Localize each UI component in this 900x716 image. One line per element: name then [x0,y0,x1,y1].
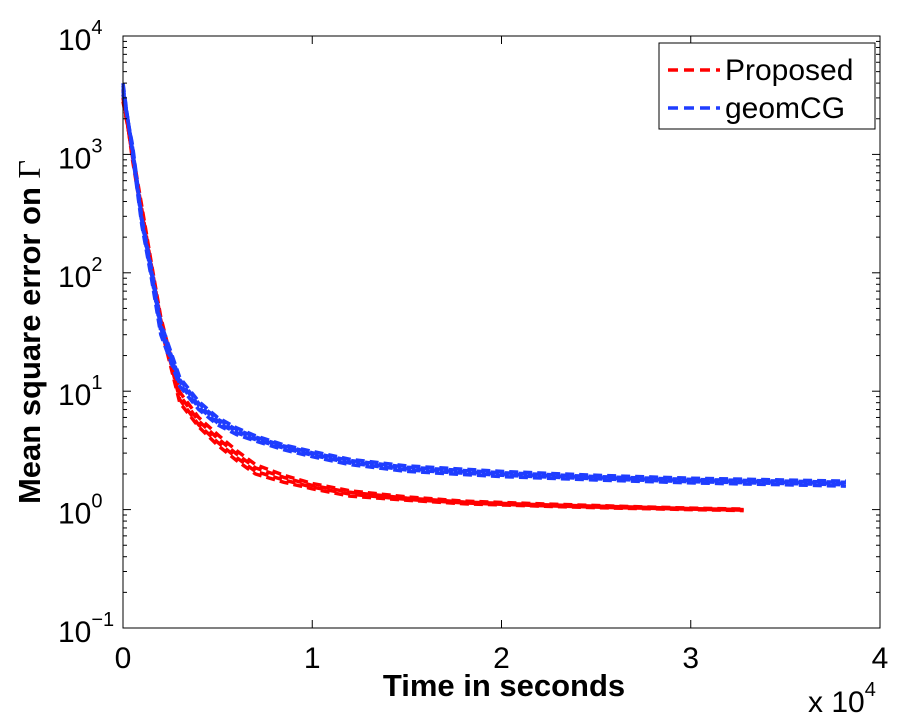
y-tick-exponent: 2 [91,254,102,276]
x-multiplier-base: x 10 [808,686,865,716]
y-tick-label: 103 [58,135,103,175]
y-tick-base: 10 [58,261,91,294]
x-tick-label: 4 [872,642,889,675]
legend: Proposed geomCG [658,42,876,130]
y-tick-base: 10 [58,498,91,531]
legend-label-geomcg: geomCG [725,92,845,125]
x-tick-label: 0 [115,642,132,675]
y-tick-label: 100 [58,491,103,531]
x-tick-label: 1 [304,642,321,675]
y-tick-label: 10−1 [58,609,114,649]
y-tick-base: 10 [58,24,91,57]
y-tick-exponent: 3 [91,135,102,157]
y-tick-base: 10 [58,379,91,412]
x-multiplier-exponent: 4 [865,679,876,701]
y-tick-base: 10 [58,616,91,649]
y-tick-base: 10 [58,142,91,175]
y-tick-exponent: 4 [91,17,102,39]
y-tick-exponent: 0 [91,491,102,513]
y-axis-title: Mean square error on Γ [11,160,47,504]
x-tick-label: 3 [682,642,699,675]
series-line-geomcg-run-5 [121,94,846,483]
x-axis-title: Time in seconds [383,668,625,703]
legend-box [658,42,876,130]
x-multiplier-label: x 104 [808,679,876,716]
y-tick-exponent: 1 [91,372,102,394]
y-tick-label: 104 [58,17,103,57]
series-layer [121,82,846,513]
x-tick-label: 2 [493,642,510,675]
y-tick-exponent: −1 [91,609,114,631]
y-tick-label: 101 [58,372,103,412]
y-axis-title-symbol: Γ [11,160,47,179]
legend-label-proposed: Proposed [725,54,853,87]
y-tick-label: 102 [58,254,103,294]
y-axis-title-text: Mean square error on [12,187,47,504]
series-line-proposed-run-4 [121,101,744,511]
series-geomcg [121,82,846,488]
